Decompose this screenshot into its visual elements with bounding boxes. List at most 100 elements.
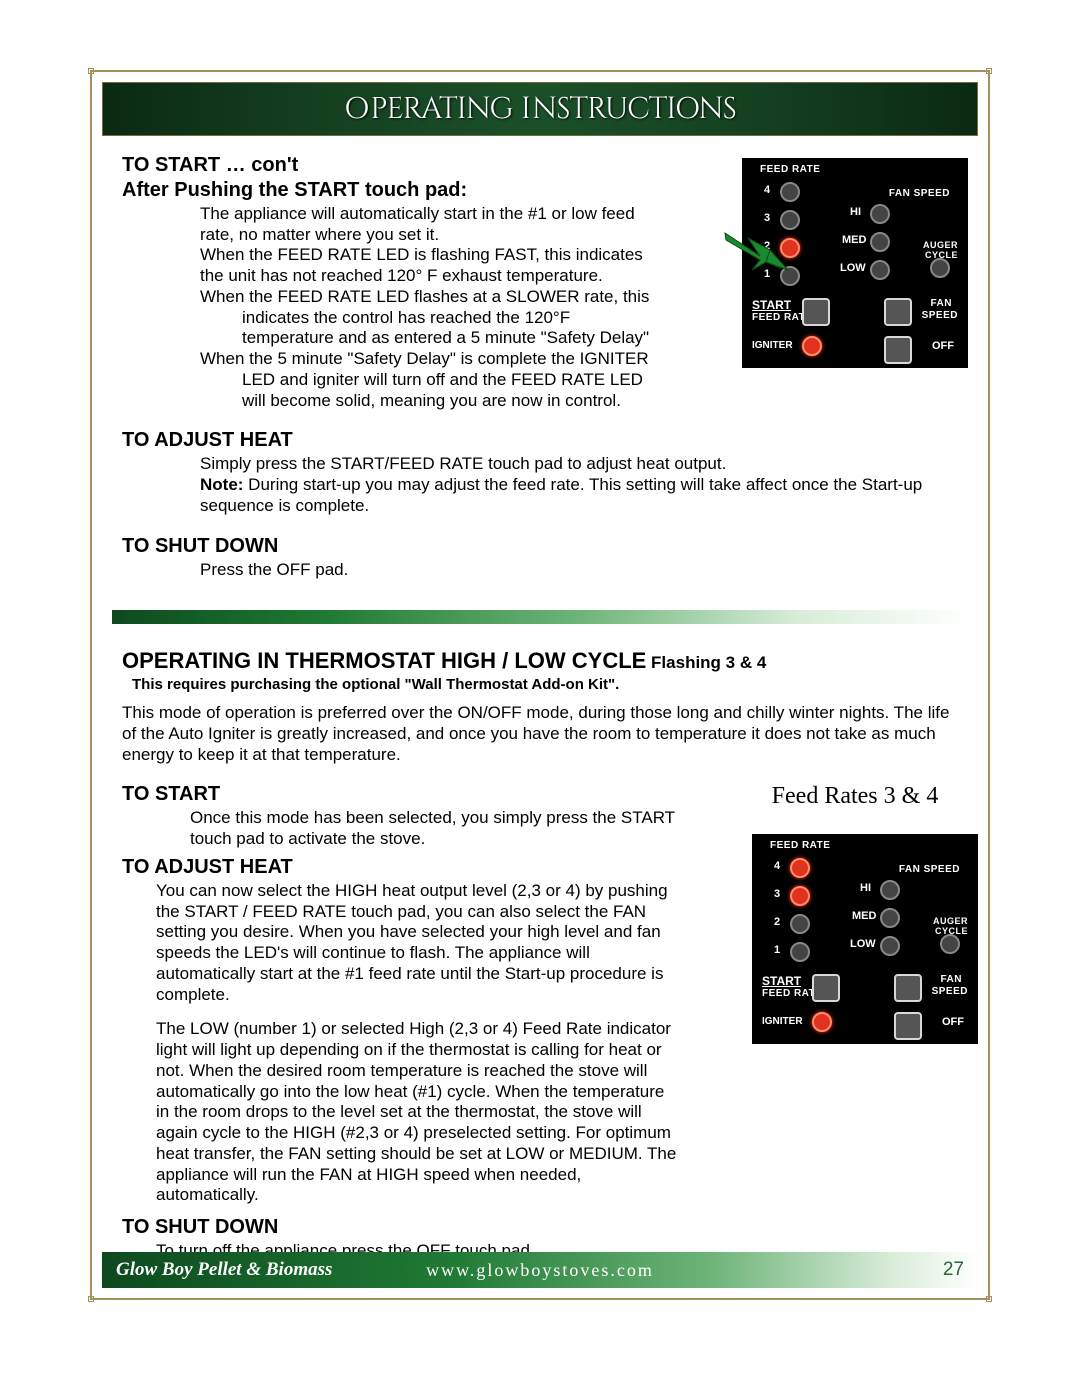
off-button[interactable]: [884, 336, 912, 364]
led-feedrate-3: [790, 886, 810, 906]
led-fan-med: [870, 232, 890, 252]
label-hi: HI: [860, 882, 871, 894]
led-feedrate-1: [790, 942, 810, 962]
led-fan-low: [870, 260, 890, 280]
panel-2-title: Feed Rates 3 & 4: [742, 783, 968, 810]
label-fan-speed: FAN SPEED: [889, 188, 950, 199]
led-fan-med: [880, 908, 900, 928]
led-igniter: [812, 1012, 832, 1032]
para: When the 5 minute "Safety Delay" is comp…: [122, 349, 662, 370]
section-1: TO START … con't After Pushing the START…: [122, 154, 958, 411]
label-igniter: IGNITER: [752, 340, 793, 351]
corner-tick: [88, 68, 94, 74]
title-letter: I: [521, 90, 532, 130]
heading-adjust-heat-2: TO ADJUST HEAT: [122, 856, 682, 879]
divider-gradient: [112, 610, 968, 624]
para: When the FEED RATE LED flashes at a SLOW…: [122, 287, 662, 308]
title-word: NSTRUCTIONS: [532, 90, 736, 130]
start-button[interactable]: [812, 974, 840, 1002]
note-body: During start-up you may adjust the feed …: [200, 475, 922, 515]
led-fan-hi: [870, 204, 890, 224]
label-fan: FAN: [931, 298, 953, 309]
control-panel-2-wrap: Feed Rates 3 & 4 FEED RATE FAN SPEED AUG…: [742, 783, 968, 1024]
label-off: OFF: [932, 340, 954, 352]
num-3: 3: [774, 888, 780, 900]
title-word: PERATING: [370, 90, 512, 130]
label-feed-rate: FEED RATE: [770, 840, 830, 851]
para: The LOW (number 1) or selected High (2,3…: [122, 1019, 682, 1206]
para: The appliance will automatically start i…: [122, 204, 662, 245]
led-feedrate-4: [790, 858, 810, 878]
led-feedrate-2: [790, 914, 810, 934]
label-auger: AUGER: [933, 916, 968, 926]
label-fan: FAN: [941, 974, 963, 985]
label-med: MED: [852, 910, 876, 922]
heading-shut-down: TO SHUT DOWN: [122, 535, 958, 558]
footer-brand: Glow Boy Pellet & Biomass: [116, 1259, 332, 1281]
num-2: 2: [774, 916, 780, 928]
label-fan-speed: FAN SPEED: [899, 864, 960, 875]
label-low: LOW: [840, 262, 866, 274]
heading-to-start: TO START: [122, 783, 682, 806]
thermostat-sub: Flashing 3 & 4: [646, 653, 766, 672]
section-1-text: TO START … con't After Pushing the START…: [122, 154, 662, 411]
thermostat-note: This requires purchasing the optional "W…: [122, 676, 958, 693]
off-button[interactable]: [894, 1012, 922, 1040]
led-fan-low: [880, 936, 900, 956]
para: indicates the control has reached the 12…: [122, 308, 662, 349]
corner-tick: [986, 68, 992, 74]
label-igniter: IGNITER: [762, 1016, 803, 1027]
section-2: TO START Once this mode has been selecte…: [122, 783, 958, 1261]
control-panel-2: FEED RATE FAN SPEED AUGER CYCLE 4 3 HI 2…: [752, 834, 978, 1044]
section-2-text: TO START Once this mode has been selecte…: [122, 783, 682, 1261]
label-speed: SPEED: [922, 310, 958, 321]
fan-speed-button[interactable]: [894, 974, 922, 1002]
led-feedrate-4: [780, 182, 800, 202]
footer-url: www.glowboystoves.com: [426, 1260, 654, 1281]
header-bar: OPERATING INSTRUCTIONS: [102, 82, 978, 136]
label-med: MED: [842, 234, 866, 246]
para: Once this mode has been selected, you si…: [122, 808, 682, 849]
num-4: 4: [774, 860, 780, 872]
para: LED and igniter will turn off and the FE…: [122, 370, 662, 411]
label-low: LOW: [850, 938, 876, 950]
num-1: 1: [774, 944, 780, 956]
title-letter: O: [344, 90, 370, 130]
corner-tick: [88, 1296, 94, 1302]
green-arrow-icon: [720, 218, 790, 288]
content-area: TO START … con't After Pushing the START…: [92, 136, 988, 1262]
label-hi: HI: [850, 206, 861, 218]
thermostat-body: This mode of operation is preferred over…: [122, 703, 958, 765]
corner-tick: [986, 1296, 992, 1302]
start-button[interactable]: [802, 298, 830, 326]
control-panel-1: FEED RATE FAN SPEED AUGER CYCLE 4 3 HI 2…: [742, 158, 968, 368]
subheading-after-start: After Pushing the START touch pad:: [122, 179, 662, 202]
label-start: START: [752, 298, 791, 312]
label-start: START: [762, 974, 801, 988]
label-auger: AUGER: [923, 240, 958, 250]
para: Note: During start-up you may adjust the…: [122, 475, 958, 516]
para: Press the OFF pad.: [122, 560, 958, 581]
num-4: 4: [764, 184, 770, 196]
heading-adjust-heat: TO ADJUST HEAT: [122, 429, 958, 452]
footer-bar: Glow Boy Pellet & Biomass www.glowboysto…: [102, 1252, 978, 1288]
heading-to-start-cont: TO START … con't: [122, 154, 662, 177]
fan-speed-button[interactable]: [884, 298, 912, 326]
para: You can now select the HIGH heat output …: [122, 881, 682, 1005]
page-frame: OPERATING INSTRUCTIONS TO START … con't …: [90, 70, 990, 1300]
led-auger: [940, 934, 960, 954]
thermostat-heading: OPERATING IN THERMOSTAT HIGH / LOW CYCLE…: [122, 648, 958, 674]
page-title: OPERATING INSTRUCTIONS: [103, 83, 977, 137]
led-auger: [930, 258, 950, 278]
led-igniter: [802, 336, 822, 356]
heading-shut-down-2: TO SHUT DOWN: [122, 1216, 682, 1239]
label-feed-rate: FEED RATE: [760, 164, 820, 175]
note-label: Note:: [200, 475, 243, 494]
label-off: OFF: [942, 1016, 964, 1028]
thermostat-title: OPERATING IN THERMOSTAT HIGH / LOW CYCLE: [122, 648, 646, 673]
label-speed: SPEED: [932, 986, 968, 997]
led-fan-hi: [880, 880, 900, 900]
footer-page-number: 27: [943, 1259, 964, 1281]
para: Simply press the START/FEED RATE touch p…: [122, 454, 958, 475]
para: When the FEED RATE LED is flashing FAST,…: [122, 245, 662, 286]
